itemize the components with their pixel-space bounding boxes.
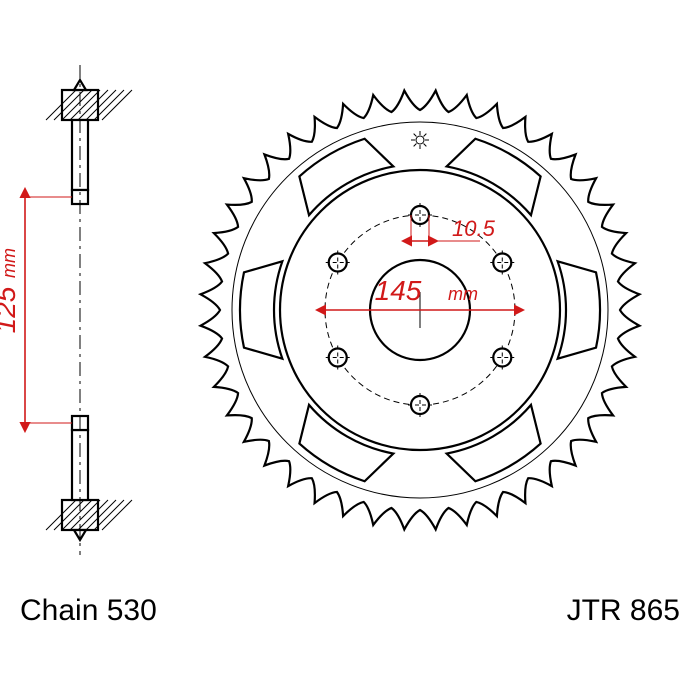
drawing-svg: 125 mm 145 mm 10.5 Chain 530 JTR 865	[0, 0, 700, 700]
dim-10-5: 10.5	[452, 216, 496, 241]
dim-125: 125	[0, 286, 21, 333]
side-view: 125 mm	[0, 65, 132, 555]
dim-145: 145	[375, 275, 422, 306]
drawing-stage: 125 mm 145 mm 10.5 Chain 530 JTR 865	[0, 0, 700, 700]
svg-text:mm: mm	[0, 248, 19, 278]
sprocket-view: 145 mm 10.5	[201, 91, 640, 530]
svg-text:mm: mm	[448, 284, 478, 304]
chain-label: Chain 530	[20, 594, 157, 627]
part-number: JTR 865	[567, 594, 680, 627]
